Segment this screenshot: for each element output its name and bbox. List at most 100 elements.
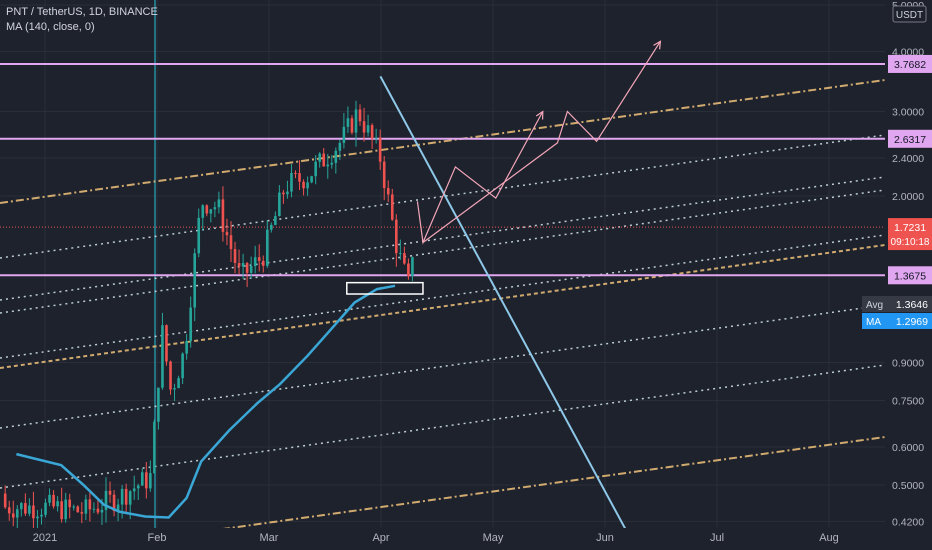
candle-body	[84, 499, 88, 514]
channel-line	[0, 364, 886, 489]
candle-body	[213, 207, 217, 210]
countdown-label: 09:10:18	[891, 237, 930, 248]
channel-line	[0, 234, 886, 359]
candle-body	[92, 508, 96, 510]
candle-body	[411, 257, 414, 277]
price-axis[interactable]: 6.00005.00004.00003.00002.40002.00000.90…	[862, 0, 932, 550]
channel-line	[0, 78, 886, 204]
price-tick-label: 0.4200	[892, 516, 924, 528]
candle-body	[366, 125, 370, 133]
candle-body	[298, 173, 301, 182]
candle-body	[185, 341, 188, 354]
candle-body	[205, 205, 209, 214]
support-box	[346, 281, 424, 295]
candle-body	[274, 216, 277, 225]
candle-body	[161, 325, 164, 388]
channel-line	[0, 176, 886, 301]
candle-body	[76, 506, 80, 513]
candle-body	[128, 491, 132, 505]
candle-body	[334, 150, 338, 163]
candle-body	[197, 217, 201, 254]
candle-body	[60, 501, 63, 520]
horizontal-levels	[0, 62, 885, 277]
candle-body	[245, 263, 249, 273]
ma-value-label: 1.2969	[896, 316, 928, 328]
candle-body	[28, 505, 31, 514]
candle-body	[3, 493, 7, 508]
level-price-tag	[888, 129, 932, 148]
candle-body	[96, 508, 100, 513]
candle-body	[306, 182, 309, 189]
candle-body	[241, 263, 245, 267]
candle-body	[177, 378, 180, 389]
price-tick-label: 0.7500	[892, 396, 924, 408]
drawings	[346, 40, 662, 533]
candle-body	[32, 505, 35, 519]
candle-body	[56, 501, 59, 507]
channel-line	[0, 304, 886, 429]
candle-body	[209, 209, 213, 214]
candle-body	[253, 257, 257, 267]
candle-body	[120, 488, 124, 505]
time-axis[interactable]: 2021 Feb Mar Apr May Jun Jul Aug	[0, 528, 888, 550]
time-tick-label: Mar	[260, 532, 279, 544]
symbol-title[interactable]: PNT / TetherUS, 1D, BINANCE	[6, 6, 158, 18]
candle-body	[104, 490, 108, 510]
descending-trendline	[379, 75, 628, 533]
candle-body	[201, 205, 205, 218]
candle-body	[395, 219, 398, 254]
candle-body	[237, 262, 241, 267]
candle-body	[261, 260, 265, 266]
candle-body	[136, 485, 140, 489]
candle-body	[354, 109, 358, 133]
candle-body	[294, 172, 297, 174]
level-price-label: 3.7682	[894, 59, 926, 71]
candle-body	[72, 506, 76, 508]
candle-body	[249, 266, 253, 273]
avg-tag	[862, 296, 932, 312]
currency-label: USDT	[896, 10, 923, 21]
ma-tag	[862, 313, 932, 329]
candle-body	[382, 161, 386, 189]
projection-path	[416, 111, 544, 245]
candle-body	[44, 502, 47, 515]
candle-body	[290, 172, 293, 192]
candle-body	[407, 263, 410, 277]
candle-body	[257, 257, 261, 261]
candle-body	[88, 499, 92, 510]
candle-body	[68, 499, 72, 508]
candle-body	[362, 121, 366, 133]
candle-body	[378, 137, 382, 162]
candle-body	[173, 388, 176, 390]
candle-body	[15, 509, 19, 518]
ma-indicator-title[interactable]: MA (140, close, 0)	[6, 21, 95, 33]
candle-body	[326, 164, 330, 167]
candle-body	[314, 161, 317, 177]
candle-body	[399, 253, 402, 255]
level-price-label: 2.6317	[894, 134, 926, 146]
price-tick-label: 0.6000	[892, 442, 924, 454]
candle-body	[7, 507, 11, 514]
channel-line	[0, 134, 886, 259]
time-tick-label: Apr	[372, 532, 389, 544]
candle-body	[330, 162, 334, 165]
candle-body	[390, 194, 394, 220]
candle-body	[374, 137, 378, 139]
price-tick-label: 2.4000	[892, 153, 924, 165]
candle-body	[342, 126, 346, 143]
candle-body	[302, 181, 305, 189]
candle-body	[322, 153, 326, 167]
candle-body	[48, 494, 51, 503]
chart-legend: PNT / TetherUS, 1D, BINANCE MA (140, clo…	[6, 5, 158, 35]
channel-line	[0, 243, 886, 369]
candle-body	[132, 488, 136, 492]
currency-box	[892, 5, 927, 23]
candle-body	[124, 488, 128, 505]
candle-body	[403, 253, 406, 264]
candle-body	[149, 473, 152, 489]
ma-line	[16, 284, 396, 519]
candle-body	[140, 472, 144, 486]
candle-body	[338, 142, 342, 151]
candle-body	[169, 361, 172, 390]
